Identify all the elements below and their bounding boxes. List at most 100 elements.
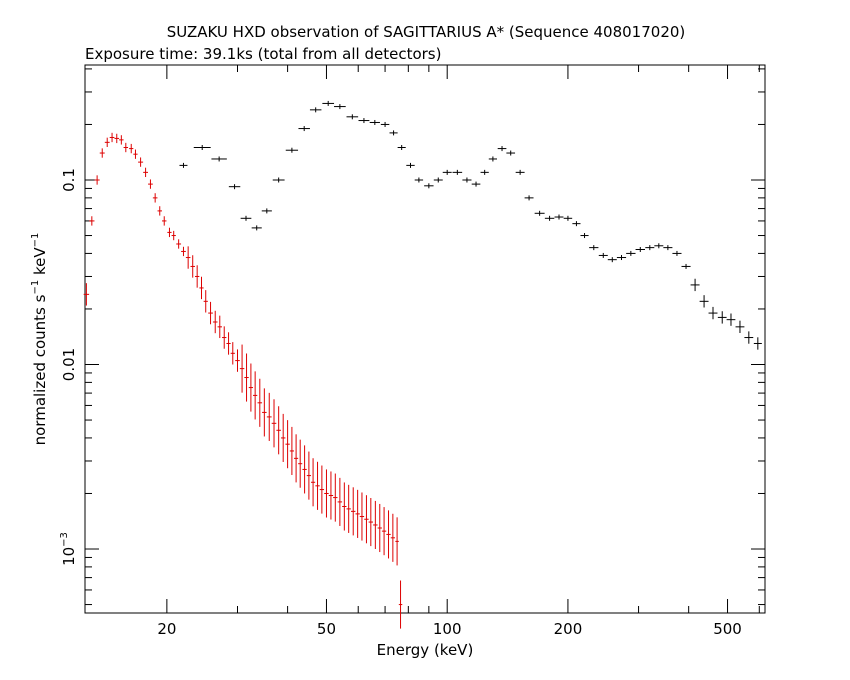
data-point bbox=[369, 119, 380, 125]
x-tick-label: 20 bbox=[157, 620, 176, 638]
chart-title: SUZAKU HXD observation of SAGITTARIUS A*… bbox=[167, 23, 686, 41]
data-point bbox=[310, 458, 316, 507]
data-point bbox=[414, 177, 424, 183]
data-point bbox=[138, 157, 144, 167]
data-point bbox=[315, 461, 320, 510]
data-point bbox=[377, 503, 382, 553]
data-point bbox=[358, 118, 370, 124]
data-point bbox=[298, 439, 303, 488]
axis-ticks bbox=[85, 65, 765, 613]
y-axis-label-exp2: −1 bbox=[30, 233, 41, 248]
data-point bbox=[167, 227, 172, 238]
x-tick-label: 200 bbox=[554, 620, 583, 638]
data-point bbox=[395, 517, 399, 566]
data-point bbox=[230, 342, 235, 365]
data-point bbox=[257, 378, 263, 427]
data-point bbox=[119, 135, 124, 145]
data-point bbox=[89, 216, 95, 226]
y-axis-label-exp1: −1 bbox=[30, 280, 41, 295]
x-axis-label: Energy (keV) bbox=[377, 641, 474, 659]
data-point bbox=[342, 482, 347, 531]
data-point bbox=[589, 245, 599, 251]
data-point bbox=[240, 215, 252, 221]
data-point bbox=[635, 247, 646, 253]
data-point bbox=[181, 246, 186, 257]
data-point bbox=[616, 255, 627, 261]
data-point bbox=[373, 500, 378, 550]
x-tick-label: 50 bbox=[317, 620, 336, 638]
x-tick-labels: 20 50 100 200 500 bbox=[157, 620, 742, 638]
data-point bbox=[328, 471, 334, 520]
data-point bbox=[355, 489, 360, 538]
data-point bbox=[104, 137, 110, 148]
data-point bbox=[161, 216, 167, 226]
data-point bbox=[398, 580, 403, 629]
data-point bbox=[109, 132, 115, 143]
data-point bbox=[580, 233, 589, 239]
data-point bbox=[368, 498, 374, 547]
data-point bbox=[346, 114, 359, 120]
data-point bbox=[157, 206, 162, 216]
data-point bbox=[208, 301, 213, 325]
data-series bbox=[83, 100, 762, 629]
data-point bbox=[294, 434, 299, 483]
data-point bbox=[244, 353, 249, 402]
data-point bbox=[285, 420, 290, 469]
data-point bbox=[83, 283, 90, 306]
data-point bbox=[681, 263, 691, 269]
data-point bbox=[271, 399, 277, 448]
y-tick-label: 0.01 bbox=[60, 348, 78, 381]
series-2 bbox=[83, 132, 403, 629]
data-point bbox=[534, 210, 545, 216]
data-point bbox=[143, 167, 149, 178]
data-point bbox=[381, 507, 387, 556]
data-point bbox=[333, 473, 338, 522]
x-tick-label: 100 bbox=[433, 620, 462, 638]
data-point bbox=[572, 221, 581, 227]
data-point bbox=[324, 469, 329, 518]
data-point bbox=[217, 315, 223, 339]
data-point bbox=[99, 148, 105, 158]
data-point bbox=[726, 313, 736, 326]
data-point bbox=[266, 392, 272, 441]
data-point bbox=[654, 243, 664, 249]
data-point bbox=[185, 246, 191, 269]
data-point bbox=[563, 215, 573, 221]
y-tick-label: 10−3 bbox=[59, 532, 78, 566]
y-axis-label: normalized counts s−1 keV−1 bbox=[30, 233, 49, 446]
y-axis-label-mid: keV bbox=[31, 247, 49, 280]
data-point bbox=[123, 142, 129, 153]
data-point bbox=[176, 239, 182, 249]
data-point bbox=[364, 495, 369, 544]
data-point bbox=[114, 133, 120, 144]
data-point bbox=[289, 426, 294, 475]
data-point bbox=[190, 255, 195, 278]
plot-frame bbox=[84, 64, 766, 614]
y-tick-label: 0.1 bbox=[60, 168, 78, 192]
data-point bbox=[203, 290, 208, 313]
data-point bbox=[337, 477, 343, 526]
data-point bbox=[386, 510, 391, 559]
data-point bbox=[506, 150, 516, 156]
data-point bbox=[322, 100, 335, 106]
data-point bbox=[133, 149, 138, 159]
data-point bbox=[497, 146, 507, 152]
y-axis-label-main: normalized counts s bbox=[31, 294, 49, 445]
data-point bbox=[152, 193, 158, 203]
data-point bbox=[753, 337, 762, 350]
data-point bbox=[302, 445, 307, 494]
data-point bbox=[471, 181, 481, 187]
y-tick-labels: 0.1 0.01 10−3 bbox=[59, 168, 78, 566]
data-point bbox=[306, 451, 311, 500]
data-point bbox=[699, 295, 709, 308]
data-point bbox=[424, 183, 434, 189]
data-point bbox=[645, 245, 655, 251]
data-point bbox=[380, 121, 390, 127]
data-point bbox=[544, 215, 555, 221]
data-point bbox=[272, 177, 285, 183]
data-point bbox=[717, 311, 727, 324]
data-point bbox=[194, 265, 200, 288]
data-point bbox=[251, 225, 262, 231]
data-point bbox=[480, 169, 489, 175]
